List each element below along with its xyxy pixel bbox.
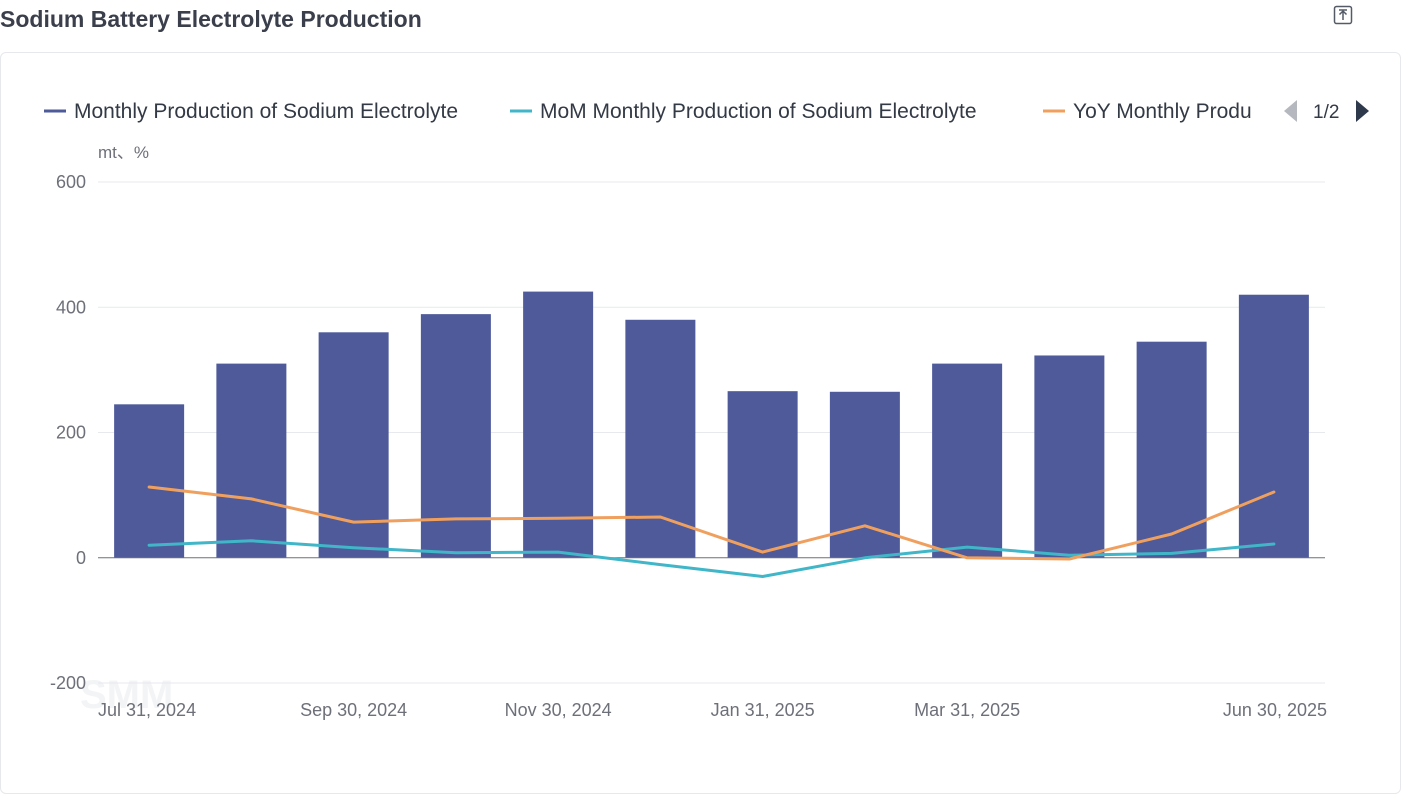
x-tick-label: Sep 30, 2024: [300, 700, 407, 720]
triangle-left-icon[interactable]: [1284, 100, 1297, 122]
x-tick-label: Jun 30, 2025: [1223, 700, 1327, 720]
export-icon: [1333, 5, 1353, 25]
bar[interactable]: [1136, 341, 1207, 558]
legend-label-mom: MoM Monthly Production of Sodium Electro…: [540, 100, 977, 123]
bar[interactable]: [318, 332, 389, 558]
x-axis: Jul 31, 2024 Sep 30, 2024 Nov 30, 2024 Jan …: [98, 700, 1327, 720]
bar[interactable]: [1034, 355, 1105, 558]
legend-item-production[interactable]: Monthly Production of Sodium Electrolyte: [44, 100, 458, 123]
chart-svg: Monthly Production of Sodium Electrolyte…: [44, 100, 1369, 720]
y-tick-label: 0: [76, 548, 86, 568]
bar[interactable]: [932, 363, 1003, 558]
legend-label-yoy: YoY Monthly Produ: [1073, 100, 1252, 123]
triangle-right-icon[interactable]: [1356, 100, 1369, 122]
legend: Monthly Production of Sodium Electrolyte…: [44, 100, 1369, 123]
line-series: [147, 485, 1276, 578]
bar[interactable]: [114, 404, 185, 558]
y-axis: -200 0 200 400 600: [50, 172, 86, 693]
x-tick-label: Nov 30, 2024: [505, 700, 612, 720]
y-tick-label: 200: [56, 423, 86, 443]
bar[interactable]: [1238, 294, 1309, 558]
bar[interactable]: [420, 314, 491, 558]
x-tick-label: Jan 31, 2025: [711, 700, 815, 720]
bar-series: [114, 291, 1309, 558]
y-tick-label: -200: [50, 673, 86, 693]
legend-item-mom[interactable]: MoM Monthly Production of Sodium Electro…: [510, 100, 977, 123]
x-tick-label: Jul 31, 2024: [98, 700, 196, 720]
x-tick-label: Mar 31, 2025: [914, 700, 1020, 720]
page-title: Sodium Battery Electrolyte Production: [0, 6, 422, 32]
bar[interactable]: [829, 391, 900, 558]
legend-item-yoy[interactable]: YoY Monthly Produ: [1043, 100, 1252, 123]
bar[interactable]: [727, 391, 798, 558]
export-button[interactable]: [1333, 5, 1353, 25]
y-axis-unit-label: mt、%: [98, 143, 149, 162]
watermark: SMM: [80, 673, 173, 717]
legend-label-production: Monthly Production of Sodium Electrolyte: [74, 100, 458, 123]
yoy-line[interactable]: [147, 485, 1276, 561]
bar[interactable]: [523, 291, 594, 558]
bar[interactable]: [216, 363, 287, 558]
bar[interactable]: [625, 319, 696, 558]
mom-line[interactable]: [147, 539, 1276, 578]
grid-layer: [98, 181, 1325, 684]
y-tick-label: 600: [56, 172, 86, 192]
y-tick-label: 400: [56, 297, 86, 317]
legend-pager: 1/2: [1313, 102, 1339, 123]
